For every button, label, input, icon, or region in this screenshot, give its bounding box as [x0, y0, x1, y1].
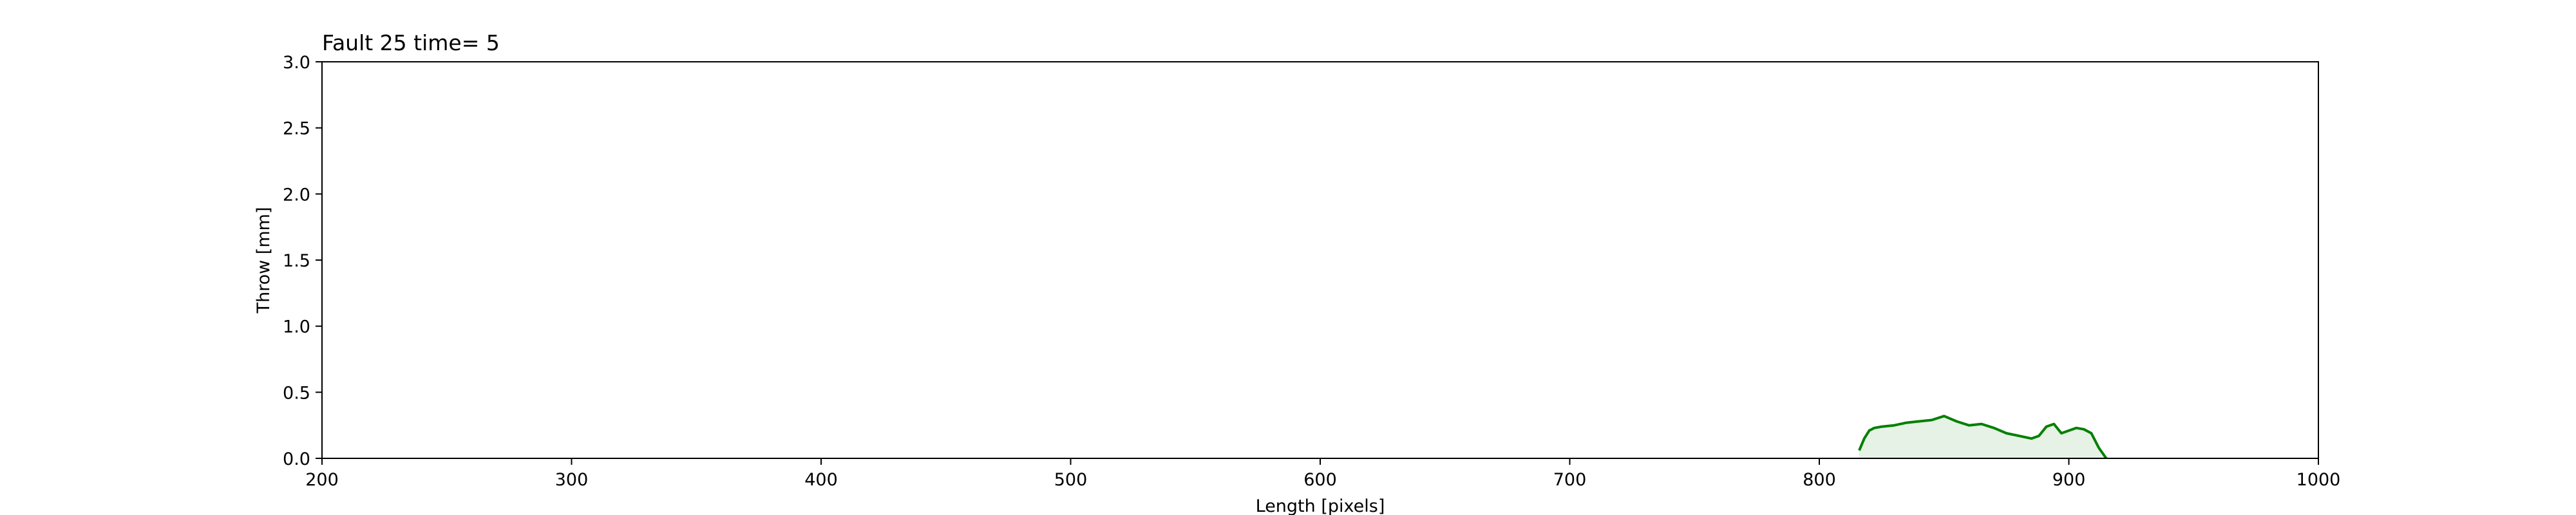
- x-tick-label: 600: [1303, 470, 1337, 490]
- plot-area: [1858, 415, 2108, 460]
- y-tick-label: 2.0: [283, 185, 310, 205]
- y-tick-label: 3.0: [283, 53, 310, 73]
- chart-title: Fault 25 time= 5: [322, 30, 500, 55]
- x-axis: 200 300 400 500 600 700 800 900 1000: [305, 458, 2340, 490]
- x-tick-label: 800: [1803, 470, 1836, 490]
- x-tick-label: 1000: [2297, 470, 2341, 490]
- series-line: [1858, 415, 2108, 460]
- y-tick-label: 0.5: [283, 383, 310, 403]
- y-tick-label: 0.0: [283, 449, 310, 469]
- x-tick-label: 900: [2052, 470, 2086, 490]
- y-axis-label: Throw [mm]: [254, 207, 274, 314]
- x-tick-label: 500: [1054, 470, 1088, 490]
- y-tick-label: 1.5: [283, 251, 310, 271]
- plot-frame: [321, 61, 2319, 459]
- series-fill: [1859, 416, 2107, 458]
- x-axis-label: Length [pixels]: [1256, 496, 1385, 515]
- x-tick-label: 200: [305, 470, 339, 490]
- y-axis: 0.0 0.5 1.0 1.5 2.0 2.5 3.0: [283, 53, 322, 469]
- x-tick-label: 400: [804, 470, 838, 490]
- y-tick-label: 1.0: [283, 317, 310, 337]
- x-tick-label: 300: [555, 470, 589, 490]
- y-tick-label: 2.5: [283, 119, 310, 139]
- x-tick-label: 700: [1553, 470, 1587, 490]
